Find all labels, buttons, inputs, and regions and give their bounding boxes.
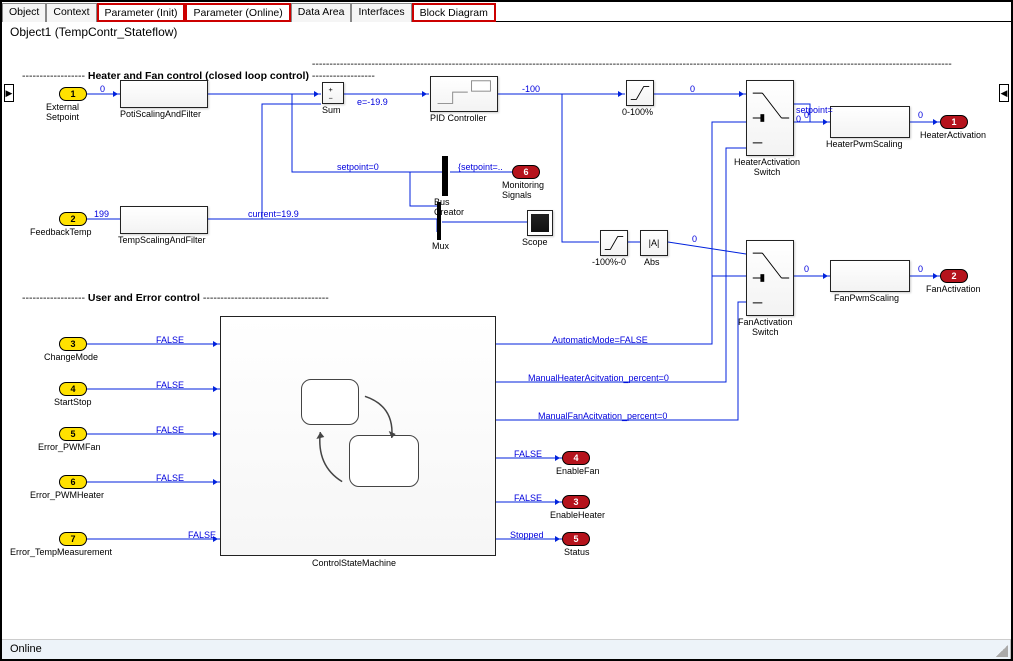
outport-4[interactable]: 4 [562, 451, 590, 465]
block-csm-label: ControlStateMachine [312, 558, 396, 568]
tab-data-area[interactable]: Data Area [291, 3, 352, 22]
sig-current: current=19.9 [248, 209, 299, 219]
sig-false-7: FALSE [188, 530, 216, 540]
block-sum-label: Sum [322, 105, 341, 115]
block-fan-pwm-label: FanPwmScaling [834, 293, 899, 303]
sig-stopped: Stopped [510, 530, 544, 540]
block-fan-switch[interactable] [746, 240, 794, 316]
block-tempscale-label: TempScalingAndFilter [118, 235, 206, 245]
sig-false-6: FALSE [156, 473, 184, 483]
sig-pid-out: -100 [522, 84, 540, 94]
object-title: Object1 (TempContr_Stateflow) [2, 22, 1011, 42]
sig-sat0a: 0 [690, 84, 695, 94]
block-sat-up[interactable] [626, 80, 654, 106]
inport-3-label: ChangeMode [44, 352, 98, 362]
tab-interfaces[interactable]: Interfaces [351, 3, 411, 22]
inport-7-label: Error_TempMeasurement [10, 547, 112, 557]
inport-5-label: Error_PWMFan [38, 442, 101, 452]
block-poti[interactable] [120, 80, 208, 108]
block-sat-dn[interactable] [600, 230, 628, 256]
block-heater-pwm-label: HeaterPwmScaling [826, 139, 903, 149]
sig-heater0b: 0 [918, 110, 923, 120]
inport-6-label: Error_PWMHeater [30, 490, 104, 500]
block-scope[interactable] [527, 210, 553, 236]
sig-fan0: 0 [804, 264, 809, 274]
sig-manfan: ManualFanAcitvation_percent=0 [538, 411, 667, 421]
tab-object[interactable]: Object [2, 3, 46, 22]
status-bar: Online [2, 639, 1011, 659]
sig-false-4: FALSE [156, 380, 184, 390]
sig-abs0: 0 [692, 234, 697, 244]
sig-setpoint-eq: setpoint= 0 [796, 106, 833, 124]
block-tempscale[interactable] [120, 206, 208, 234]
outport-6[interactable]: 6 [512, 165, 540, 179]
outport-5[interactable]: 5 [562, 532, 590, 546]
inport-3[interactable]: 3 [59, 337, 87, 351]
tab-context[interactable]: Context [46, 3, 96, 22]
block-pid-label: PID Controller [430, 113, 487, 123]
sig-setpoint-short: {setpoint=.. [458, 162, 503, 172]
inport-1-label: External Setpoint [46, 102, 79, 122]
block-scope-label: Scope [522, 237, 548, 247]
sig-auto: AutomaticMode=FALSE [552, 335, 648, 345]
inport-4[interactable]: 4 [59, 382, 87, 396]
sig-e: e=-19.9 [357, 97, 388, 107]
block-csm[interactable] [220, 316, 496, 556]
outport-2[interactable]: 2 [940, 269, 968, 283]
sig-setpoint0: setpoint=0 [337, 162, 379, 172]
outport-4-label: EnableFan [556, 466, 600, 476]
sig-enablefan-false: FALSE [514, 449, 542, 459]
sig-ext0: 0 [100, 84, 105, 94]
outport-6-label: Monitoring Signals [502, 180, 544, 200]
inport-4-label: StartStop [54, 397, 92, 407]
csm-arrows-icon [221, 317, 495, 555]
block-sum[interactable]: +− [322, 82, 344, 104]
block-heater-pwm[interactable] [830, 106, 910, 138]
sig-enableheater-false: FALSE [514, 493, 542, 503]
tabbar: Object Context Parameter (Init) Paramete… [2, 2, 1011, 22]
block-fan-pwm[interactable] [830, 260, 910, 292]
block-sat-up-label: 0-100% [622, 107, 653, 117]
inport-5[interactable]: 5 [59, 427, 87, 441]
inport-7[interactable]: 7 [59, 532, 87, 546]
inport-1[interactable]: 1 [59, 87, 87, 101]
diagram-canvas[interactable]: ▶ ◀ [2, 44, 1011, 639]
block-sat-dn-label: -100%-0 [592, 257, 626, 267]
tab-param-init[interactable]: Parameter (Init) [97, 3, 186, 22]
tab-param-online[interactable]: Parameter (Online) [185, 3, 290, 22]
block-heater-switch-label: HeaterActivation Switch [734, 157, 800, 177]
block-abs-label: Abs [644, 257, 660, 267]
sect-user-error: ------------------ User and Error contro… [22, 292, 329, 304]
outport-5-label: Status [564, 547, 590, 557]
block-poti-label: PotiScalingAndFilter [120, 109, 201, 119]
block-pid[interactable] [430, 76, 498, 112]
sig-false-5: FALSE [156, 425, 184, 435]
outport-3[interactable]: 3 [562, 495, 590, 509]
inport-2-label: FeedbackTemp [30, 227, 92, 237]
sig-fb199: 199 [94, 209, 109, 219]
svg-text:−: − [328, 93, 332, 102]
inport-2[interactable]: 2 [59, 212, 87, 226]
app-window: Object Context Parameter (Init) Paramete… [0, 0, 1013, 661]
sig-manheat: ManualHeaterAcitvation_percent=0 [528, 373, 669, 383]
inport-6[interactable]: 6 [59, 475, 87, 489]
block-heater-switch[interactable] [746, 80, 794, 156]
block-mux-label: Mux [432, 241, 449, 251]
block-abs[interactable]: |A| [640, 230, 668, 256]
block-bus-creator[interactable] [442, 156, 448, 196]
outport-2-label: FanActivation [926, 284, 981, 294]
outport-1-label: HeaterActivation [920, 130, 986, 140]
outport-3-label: EnableHeater [550, 510, 605, 520]
block-mux[interactable] [437, 202, 441, 240]
block-fan-switch-label: FanActivation Switch [738, 317, 793, 337]
tab-block-diagram[interactable]: Block Diagram [412, 3, 496, 22]
sig-false-3: FALSE [156, 335, 184, 345]
sig-fan0b: 0 [918, 264, 923, 274]
outport-1[interactable]: 1 [940, 115, 968, 129]
status-text: Online [10, 643, 42, 655]
